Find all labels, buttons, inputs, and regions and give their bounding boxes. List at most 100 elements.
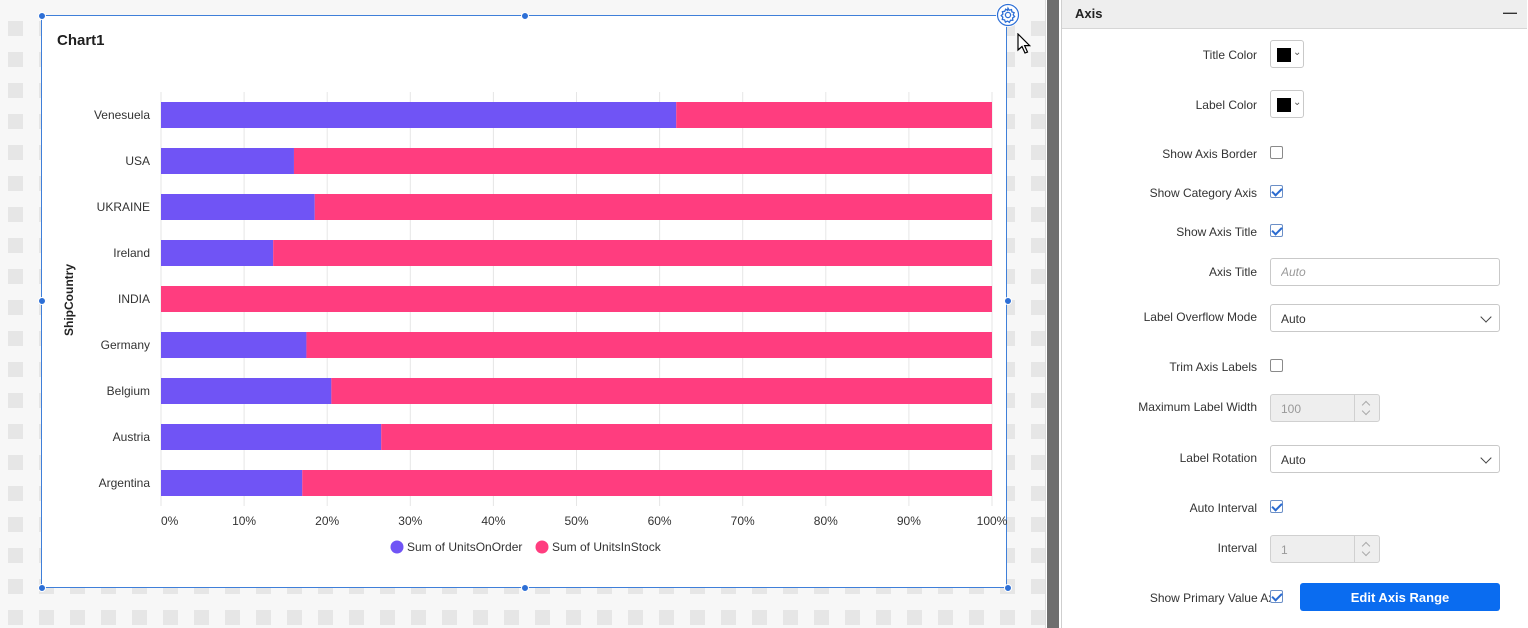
show-axis-border-checkbox[interactable] (1270, 146, 1283, 159)
interval-value: 1 (1281, 543, 1288, 557)
grid-dot (163, 610, 178, 625)
max-label-width-label: Maximum Label Width (1138, 400, 1257, 414)
grid-dot (938, 610, 953, 625)
grid-dot (783, 610, 798, 625)
label-rotation-label: Label Rotation (1179, 451, 1257, 465)
grid-dot (8, 145, 23, 160)
title-color-picker[interactable]: ⌄ (1270, 40, 1304, 68)
grid-dot (225, 610, 240, 625)
y-tick-label: Austria (113, 430, 151, 444)
grid-dot (566, 610, 581, 625)
label-rotation-value: Auto (1281, 453, 1306, 467)
bar-units-on-order (161, 378, 332, 404)
panel-splitter[interactable] (1047, 0, 1059, 628)
grid-dot (1031, 145, 1045, 160)
grid-dot (380, 610, 395, 625)
legend-marker (390, 540, 404, 554)
grid-dot (1031, 207, 1045, 222)
max-label-width-value: 100 (1281, 402, 1302, 416)
label-color-label: Label Color (1195, 98, 1257, 112)
grid-dot (659, 610, 674, 625)
show-axis-title-checkbox[interactable] (1270, 224, 1283, 237)
resize-handle-bottom-right[interactable] (1004, 584, 1012, 592)
grid-dot (690, 610, 705, 625)
label-color-picker[interactable]: ⌄ (1270, 90, 1304, 118)
grid-dot (721, 610, 736, 625)
grid-dot (1031, 424, 1045, 439)
auto-interval-label: Auto Interval (1189, 501, 1257, 515)
minus-icon[interactable]: — (1503, 4, 1517, 20)
bar-units-on-order (161, 102, 677, 128)
grid-dot (1031, 269, 1045, 284)
panel-header[interactable]: Axis — (1062, 0, 1527, 29)
x-tick-label: 70% (731, 514, 755, 528)
grid-dot (8, 83, 23, 98)
interval-label: Interval (1217, 541, 1257, 555)
grid-dot (473, 610, 488, 625)
grid-dot (1031, 83, 1045, 98)
grid-dot (256, 610, 271, 625)
interval-stepper[interactable]: 1 (1270, 535, 1380, 563)
resize-handle-top[interactable] (521, 12, 529, 20)
grid-dot (8, 21, 23, 36)
trim-axis-labels-label: Trim Axis Labels (1169, 360, 1257, 374)
max-label-width-stepper[interactable]: 100 (1270, 394, 1380, 422)
gear-icon[interactable] (996, 3, 1020, 27)
stepper-spin[interactable] (1354, 395, 1379, 421)
stepper-spin[interactable] (1354, 536, 1379, 562)
grid-dot (132, 610, 147, 625)
row-trim-axis-labels: Trim Axis Labels (1062, 352, 1527, 382)
grid-dot (70, 610, 85, 625)
grid-dot (1031, 362, 1045, 377)
row-max-label-width: Maximum Label Width 100 (1062, 394, 1527, 424)
label-overflow-mode-value: Auto (1281, 312, 1306, 326)
resize-handle-left[interactable] (38, 297, 46, 305)
resize-handle-bottom[interactable] (521, 584, 529, 592)
grid-dot (8, 52, 23, 67)
grid-dot (814, 610, 829, 625)
axis-title-input[interactable] (1270, 258, 1500, 286)
grid-dot (1031, 176, 1045, 191)
grid-dot (1031, 517, 1045, 532)
grid-dot (8, 393, 23, 408)
title-color-label: Title Color (1202, 48, 1257, 62)
label-rotation-dropdown[interactable]: Auto (1270, 445, 1500, 473)
resize-handle-bottom-left[interactable] (38, 584, 46, 592)
row-interval: Interval 1 (1062, 535, 1527, 565)
resize-handle-right[interactable] (1004, 297, 1012, 305)
grid-dot (1031, 300, 1045, 315)
auto-interval-checkbox[interactable] (1270, 500, 1283, 513)
grid-dot (907, 610, 922, 625)
resize-handle-top-left[interactable] (38, 12, 46, 20)
grid-dot (8, 548, 23, 563)
edit-axis-range-button[interactable]: Edit Axis Range (1300, 583, 1500, 611)
show-axis-title-label: Show Axis Title (1176, 225, 1257, 239)
trim-axis-labels-checkbox[interactable] (1270, 359, 1283, 372)
grid-dot (1031, 393, 1045, 408)
grid-dot (349, 610, 364, 625)
x-tick-label: 20% (315, 514, 339, 528)
row-label-color: Label Color ⌄ (1062, 90, 1527, 120)
show-primary-value-axis-checkbox[interactable] (1270, 590, 1283, 603)
bar-units-on-order (161, 470, 303, 496)
grid-dot (287, 610, 302, 625)
grid-dot (8, 610, 23, 625)
row-show-axis-title: Show Axis Title (1062, 217, 1527, 247)
row-auto-interval: Auto Interval (1062, 493, 1527, 523)
label-overflow-mode-dropdown[interactable]: Auto (1270, 304, 1500, 332)
grid-dot (8, 424, 23, 439)
chevron-down-icon: ⌄ (1293, 97, 1302, 108)
show-category-axis-checkbox[interactable] (1270, 185, 1283, 198)
grid-dot (8, 486, 23, 501)
y-tick-label: UKRAINE (97, 200, 150, 214)
show-axis-border-label: Show Axis Border (1162, 147, 1257, 161)
bar-units-in-stock (273, 240, 992, 266)
row-show-category-axis: Show Category Axis (1062, 178, 1527, 208)
grid-dot (504, 610, 519, 625)
x-tick-label: 60% (648, 514, 672, 528)
y-tick-label: USA (125, 154, 150, 168)
chevron-down-icon (1480, 311, 1492, 323)
row-axis-title: Axis Title (1062, 258, 1527, 288)
x-tick-label: 50% (564, 514, 588, 528)
y-axis-title: ShipCountry (62, 264, 76, 336)
